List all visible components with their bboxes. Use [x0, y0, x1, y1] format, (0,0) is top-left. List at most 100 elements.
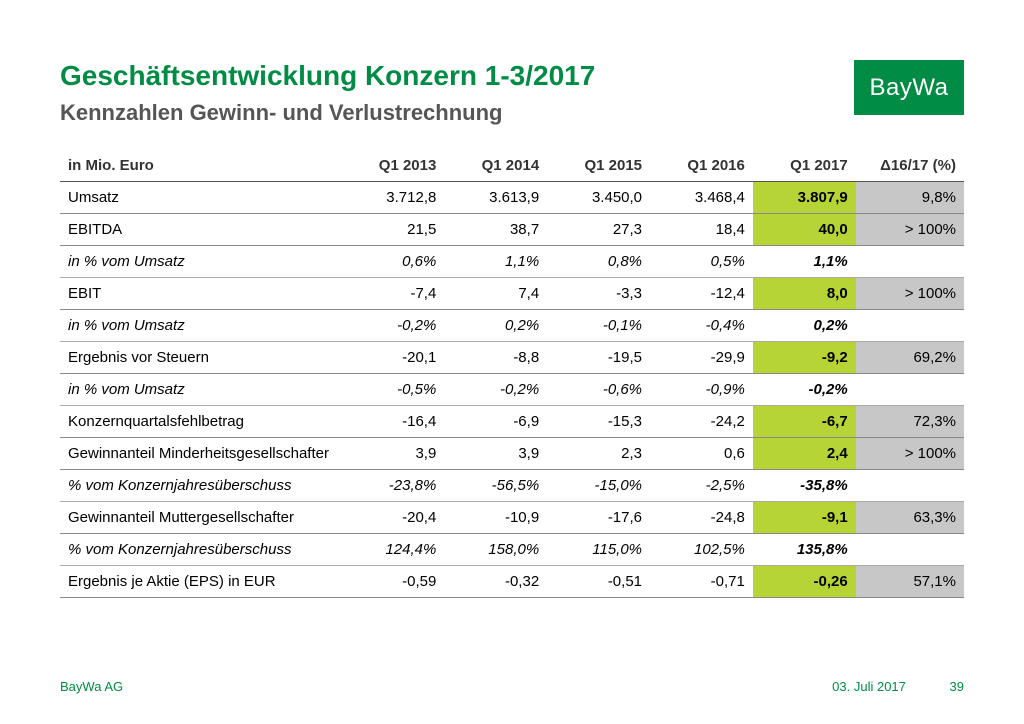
row-label: % vom Konzernjahresüberschuss	[60, 534, 341, 566]
cell	[856, 374, 964, 406]
cell: > 100%	[856, 214, 964, 246]
cell: 3,9	[341, 438, 444, 470]
footer-company: BayWa AG	[60, 679, 123, 694]
cell: -56,5%	[444, 470, 547, 502]
cell: -10,9	[444, 502, 547, 534]
cell: -23,8%	[341, 470, 444, 502]
cell: 8,0	[753, 278, 856, 310]
cell: 69,2%	[856, 342, 964, 374]
cell: -0,2%	[341, 310, 444, 342]
cell: 72,3%	[856, 406, 964, 438]
cell: 0,5%	[650, 246, 753, 278]
cell: 3.712,8	[341, 182, 444, 214]
cell: -0,32	[444, 566, 547, 598]
cell: -0,26	[753, 566, 856, 598]
cell: 63,3%	[856, 502, 964, 534]
cell: 7,4	[444, 278, 547, 310]
cell: -20,1	[341, 342, 444, 374]
table-row: EBITDA21,538,727,318,440,0> 100%	[60, 214, 964, 246]
cell: 0,6%	[341, 246, 444, 278]
row-label: in % vom Umsatz	[60, 310, 341, 342]
cell: 102,5%	[650, 534, 753, 566]
table-row: Ergebnis vor Steuern-20,1-8,8-19,5-29,9-…	[60, 342, 964, 374]
cell: 40,0	[753, 214, 856, 246]
cell: 21,5	[341, 214, 444, 246]
cell: -0,2%	[753, 374, 856, 406]
cell: -0,4%	[650, 310, 753, 342]
cell: 2,4	[753, 438, 856, 470]
cell: -7,4	[341, 278, 444, 310]
cell	[856, 246, 964, 278]
table-body: Umsatz3.712,83.613,93.450,03.468,43.807,…	[60, 182, 964, 598]
table-row: % vom Konzernjahresüberschuss124,4%158,0…	[60, 534, 964, 566]
cell: -0,1%	[547, 310, 650, 342]
cell: -0,51	[547, 566, 650, 598]
row-label: in % vom Umsatz	[60, 374, 341, 406]
row-label: Konzernquartalsfehlbetrag	[60, 406, 341, 438]
cell: -6,9	[444, 406, 547, 438]
cell: -15,0%	[547, 470, 650, 502]
cell: 3,9	[444, 438, 547, 470]
col-q1-2015: Q1 2015	[547, 150, 650, 182]
cell: 135,8%	[753, 534, 856, 566]
table-row: in % vom Umsatz-0,2%0,2%-0,1%-0,4%0,2%	[60, 310, 964, 342]
cell: -9,1	[753, 502, 856, 534]
cell: 0,2%	[753, 310, 856, 342]
row-label: Ergebnis je Aktie (EPS) in EUR	[60, 566, 341, 598]
table-row: Gewinnanteil Minderheitsgesellschafter3,…	[60, 438, 964, 470]
cell: > 100%	[856, 438, 964, 470]
table-row: EBIT-7,47,4-3,3-12,48,0> 100%	[60, 278, 964, 310]
cell: -6,7	[753, 406, 856, 438]
cell: -35,8%	[753, 470, 856, 502]
col-q1-2017: Q1 2017	[753, 150, 856, 182]
cell: -12,4	[650, 278, 753, 310]
page-title: Geschäftsentwicklung Konzern 1-3/2017	[60, 60, 964, 92]
cell: -19,5	[547, 342, 650, 374]
cell: 18,4	[650, 214, 753, 246]
cell: -0,2%	[444, 374, 547, 406]
col-q1-2014: Q1 2014	[444, 150, 547, 182]
cell: -2,5%	[650, 470, 753, 502]
row-label: in % vom Umsatz	[60, 246, 341, 278]
cell: -17,6	[547, 502, 650, 534]
brand-logo: BayWa	[854, 60, 964, 115]
header-label: in Mio. Euro	[60, 150, 341, 182]
col-delta: Δ16/17 (%)	[856, 150, 964, 182]
page-subtitle: Kennzahlen Gewinn- und Verlustrechnung	[60, 100, 964, 126]
footer-date: 03. Juli 2017	[832, 679, 906, 694]
cell: -0,6%	[547, 374, 650, 406]
cell: -24,8	[650, 502, 753, 534]
cell: 3.807,9	[753, 182, 856, 214]
cell: 9,8%	[856, 182, 964, 214]
cell: -9,2	[753, 342, 856, 374]
row-label: Umsatz	[60, 182, 341, 214]
cell: 1,1%	[444, 246, 547, 278]
cell: -3,3	[547, 278, 650, 310]
cell: 115,0%	[547, 534, 650, 566]
cell: 2,3	[547, 438, 650, 470]
cell: -0,59	[341, 566, 444, 598]
cell: 38,7	[444, 214, 547, 246]
table-row: % vom Konzernjahresüberschuss-23,8%-56,5…	[60, 470, 964, 502]
table-row: in % vom Umsatz-0,5%-0,2%-0,6%-0,9%-0,2%	[60, 374, 964, 406]
row-label: EBITDA	[60, 214, 341, 246]
financial-table: in Mio. Euro Q1 2013 Q1 2014 Q1 2015 Q1 …	[60, 150, 964, 598]
row-label: Gewinnanteil Minderheitsgesellschafter	[60, 438, 341, 470]
slide-footer: BayWa AG 03. Juli 2017 39	[60, 679, 964, 694]
cell: 0,6	[650, 438, 753, 470]
cell: > 100%	[856, 278, 964, 310]
cell: -0,5%	[341, 374, 444, 406]
cell: 124,4%	[341, 534, 444, 566]
col-q1-2016: Q1 2016	[650, 150, 753, 182]
cell: 158,0%	[444, 534, 547, 566]
cell	[856, 310, 964, 342]
brand-logo-text: BayWa	[870, 74, 949, 102]
table-row: Ergebnis je Aktie (EPS) in EUR-0,59-0,32…	[60, 566, 964, 598]
cell: 3.613,9	[444, 182, 547, 214]
table-row: in % vom Umsatz0,6%1,1%0,8%0,5%1,1%	[60, 246, 964, 278]
cell: 0,8%	[547, 246, 650, 278]
cell: -15,3	[547, 406, 650, 438]
row-label: Gewinnanteil Muttergesellschafter	[60, 502, 341, 534]
cell: -8,8	[444, 342, 547, 374]
cell: -0,9%	[650, 374, 753, 406]
